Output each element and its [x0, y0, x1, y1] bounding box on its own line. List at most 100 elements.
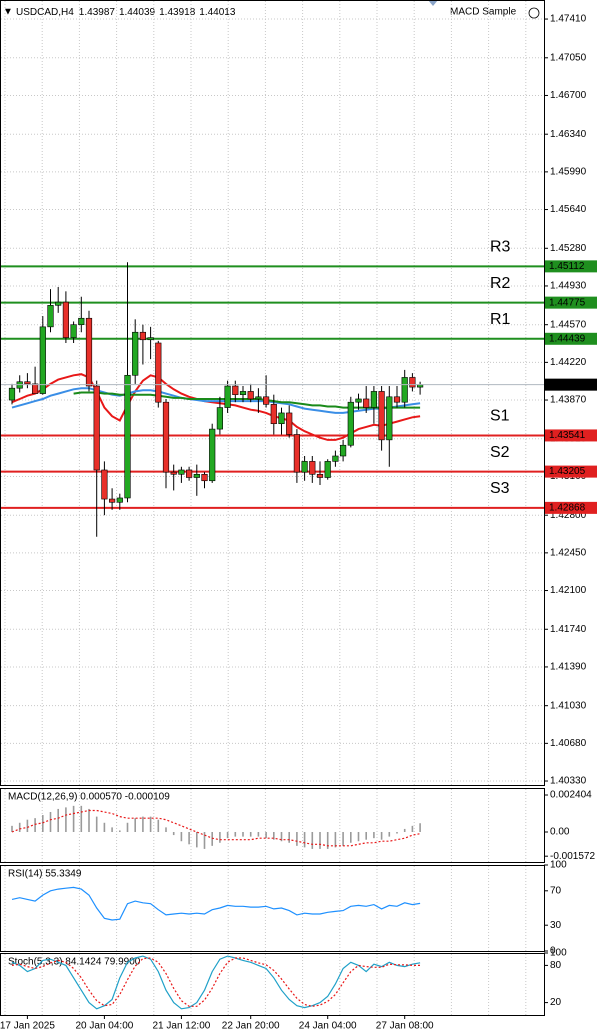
candle-body: [247, 391, 254, 400]
level-price-box: [545, 296, 597, 309]
candle-body: [386, 396, 393, 441]
high-price: 1.44039: [119, 7, 156, 18]
indicator-title: MACD(12,26,9) 0.000570 -0.000109: [8, 792, 170, 803]
candle-body: [62, 301, 69, 338]
candle-body: [209, 428, 216, 482]
y-tick-label: 1.47050: [550, 52, 587, 63]
y-tick-label: 1.46340: [550, 129, 587, 140]
candle-body: [70, 324, 77, 338]
symbol: USDCAD,H4: [16, 7, 74, 18]
level-price-box: [545, 429, 597, 442]
y-tick-label: 0.002404: [550, 790, 592, 801]
candle-body: [47, 305, 54, 328]
y-tick-label: 70: [550, 885, 562, 896]
candle-body: [286, 412, 293, 435]
y-tick-label: 1.47410: [550, 14, 587, 25]
y-tick-label: 1.43870: [550, 395, 587, 406]
candle-body: [232, 385, 239, 395]
symbol-header: USDCAD,H4 1.43987 1.44039 1.43918 1.44013: [16, 7, 236, 18]
candle-body: [355, 398, 362, 403]
indicator-title: Stoch(5,3,3) 84.1424 79.9900: [8, 957, 141, 968]
level-label: R3: [490, 239, 511, 256]
level-price-label: 1.44775: [549, 297, 586, 308]
candle-body: [147, 337, 154, 341]
candle-body: [301, 461, 308, 473]
x-tick-label: 22 Jan 20:00: [222, 1021, 280, 1032]
open-price: 1.43987: [79, 7, 116, 18]
level-price-box: [545, 501, 597, 514]
level-label: S3: [490, 480, 510, 497]
candle-body: [370, 391, 378, 408]
expert-icon[interactable]: [528, 7, 540, 19]
candle-body: [216, 407, 224, 430]
candle-body: [193, 473, 200, 478]
y-tick-label: 1.41030: [550, 700, 587, 711]
signal-line: [11, 809, 421, 847]
candle-body: [332, 455, 339, 462]
candle-body: [393, 396, 401, 403]
candle-body: [31, 383, 39, 394]
x-tick-label: 24 Jan 04:00: [299, 1021, 357, 1032]
candle-body: [293, 434, 301, 473]
candle-body: [8, 387, 16, 401]
y-tick-label: 1.45280: [550, 243, 587, 254]
shift-marker[interactable]: [428, 0, 438, 6]
current-price-box: [545, 378, 597, 391]
x-tick-label: 17 Jan 2025: [0, 1021, 55, 1032]
candle-body: [378, 391, 385, 441]
candle-body: [224, 385, 231, 408]
candle-body: [270, 404, 277, 425]
candle-body: [139, 331, 147, 341]
candle-body: [24, 381, 31, 385]
close-price: 1.44013: [199, 7, 236, 18]
x-tick-label: 20 Jan 04:00: [75, 1021, 133, 1032]
candle-body: [409, 377, 416, 388]
y-tick-label: 1.44570: [550, 319, 587, 330]
candle-body: [132, 331, 139, 376]
y-tick-label: -0.001572: [550, 851, 595, 862]
menu-arrow[interactable]: ▼: [3, 7, 13, 18]
low-price: 1.43918: [159, 7, 196, 18]
y-tick-label: 1.41740: [550, 624, 587, 635]
candle-body: [201, 473, 208, 482]
level-price-label: 1.43541: [549, 430, 586, 441]
candle-body: [124, 374, 131, 499]
expert-name: MACD Sample: [450, 7, 517, 18]
y-tick-label: 100: [550, 860, 567, 871]
y-tick-label: 1.42800: [550, 510, 587, 521]
level-price-label: 1.43205: [549, 466, 586, 477]
level-price-label: 1.42868: [549, 503, 586, 514]
y-tick-label: 1.44220: [550, 357, 587, 368]
panel-frame: [0, 953, 545, 1016]
y-tick-label: 1.41390: [550, 662, 587, 673]
panel-frame: [0, 788, 545, 863]
level-price-box: [545, 260, 597, 273]
candle-body: [78, 317, 85, 325]
level-price-label: 1.45112: [549, 261, 585, 272]
candle-body: [262, 396, 270, 405]
y-tick-label: 1.40680: [550, 738, 587, 749]
level-label: S2: [490, 444, 510, 461]
candle-body: [363, 398, 370, 408]
candle-body: [116, 497, 123, 503]
level-label: S1: [490, 408, 510, 425]
panel-frame: [0, 0, 545, 786]
current-price-label: 1.44013: [549, 379, 586, 390]
y-tick-label: 100: [550, 948, 567, 959]
candle-body: [109, 498, 116, 503]
candle-body: [93, 385, 100, 471]
indicator-line: [11, 957, 421, 1007]
indicator-line: [11, 886, 421, 921]
y-tick-label: 1.42450: [550, 547, 587, 558]
y-tick-label: 1.42100: [550, 585, 587, 596]
y-tick-label: 0.00: [550, 827, 570, 838]
candle-body: [55, 301, 62, 306]
level-price-label: 1.44439: [549, 333, 586, 344]
candle-body: [316, 473, 324, 478]
candle-body: [255, 396, 262, 400]
level-price-box: [545, 465, 597, 478]
panel-frame: [0, 865, 545, 952]
candle-body: [347, 401, 354, 446]
